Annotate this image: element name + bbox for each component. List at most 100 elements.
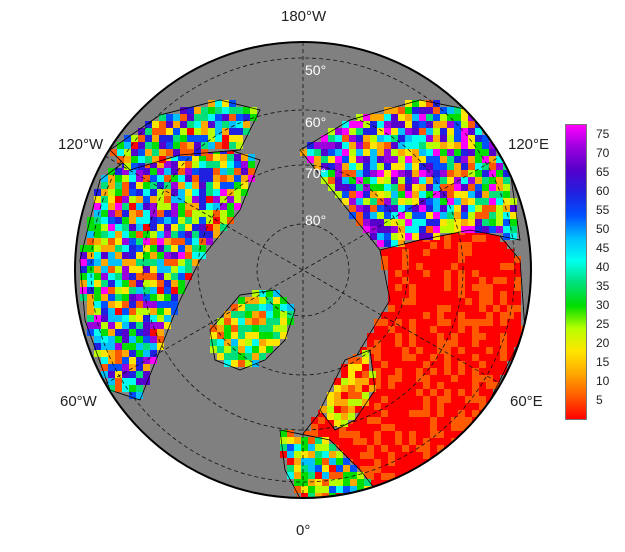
land-cell — [444, 389, 451, 396]
land-cell — [201, 142, 208, 149]
land-cell — [159, 114, 166, 121]
land-cell — [122, 245, 129, 252]
land-cell — [426, 191, 433, 198]
land-cell — [166, 128, 173, 135]
land-cell — [150, 175, 157, 182]
land-cell — [208, 121, 215, 128]
land-cell — [322, 465, 329, 472]
land-cell — [194, 114, 201, 121]
land-cell — [405, 128, 412, 135]
land-cell — [157, 287, 164, 294]
land-cell — [136, 378, 143, 385]
land-cell — [489, 226, 496, 233]
land-cell — [489, 191, 496, 198]
land-cell — [486, 319, 493, 326]
land-cell — [377, 177, 384, 184]
land-cell — [388, 382, 395, 389]
land-cell — [465, 340, 472, 347]
land-cell — [315, 479, 322, 486]
land-cell — [451, 263, 458, 270]
land-cell — [266, 332, 273, 339]
land-cell — [329, 486, 336, 493]
land-cell — [454, 128, 461, 135]
land-cell — [367, 445, 374, 452]
land-cell — [503, 170, 510, 177]
land-cell — [224, 353, 231, 360]
land-cell — [416, 333, 423, 340]
land-cell — [416, 403, 423, 410]
land-cell — [416, 326, 423, 333]
land-cell — [458, 263, 465, 270]
colorbar-tick-65: 65 — [596, 165, 610, 180]
land-cell — [444, 424, 451, 431]
land-cell — [259, 325, 266, 332]
land-outline-alaska — [109, 99, 261, 171]
land-cell — [342, 163, 349, 170]
land-cell — [419, 177, 426, 184]
land-cell — [423, 417, 430, 424]
colorbar-tick-60: 60 — [596, 184, 610, 199]
land-cell — [273, 318, 280, 325]
land-cell — [157, 224, 164, 231]
land-cell — [412, 142, 419, 149]
land-cell — [129, 175, 136, 182]
land-cell — [437, 403, 444, 410]
land-cell — [150, 245, 157, 252]
land-cell — [343, 479, 350, 486]
land-cell — [362, 371, 369, 378]
land-cell — [94, 343, 101, 350]
land-cell — [157, 322, 164, 329]
land-cell — [507, 249, 514, 256]
land-cell — [152, 128, 159, 135]
land-cell — [192, 217, 199, 224]
land-cell — [479, 256, 486, 263]
land-cell — [243, 121, 250, 128]
land-cell — [503, 233, 510, 240]
land-cell — [101, 294, 108, 301]
land-cell — [391, 184, 398, 191]
land-cell — [231, 339, 238, 346]
land-cell — [388, 403, 395, 410]
land-cell — [339, 431, 346, 438]
land-cell — [447, 156, 454, 163]
land-cell — [461, 170, 468, 177]
land-cell — [433, 226, 440, 233]
land-cell — [409, 417, 416, 424]
land-cell — [496, 205, 503, 212]
land-cell — [377, 170, 384, 177]
land-cell — [510, 205, 517, 212]
land-cell — [115, 322, 122, 329]
land-cell — [402, 277, 409, 284]
land-cell — [315, 437, 322, 444]
land-cell — [328, 135, 335, 142]
colorbar-tick-35: 35 — [596, 279, 610, 294]
land-cell — [346, 445, 353, 452]
land-cell — [94, 252, 101, 259]
land-cell — [220, 224, 227, 231]
land-cell — [231, 353, 238, 360]
land-cell — [108, 329, 115, 336]
land-cell — [475, 163, 482, 170]
land-cell — [131, 135, 138, 142]
land-cell — [482, 226, 489, 233]
land-cell — [129, 189, 136, 196]
land-cell — [468, 184, 475, 191]
land-cell — [409, 284, 416, 291]
land-cell — [377, 198, 384, 205]
land-cell — [398, 240, 405, 247]
land-cell — [465, 270, 472, 277]
land-cell — [479, 389, 486, 396]
land-cell — [440, 226, 447, 233]
land-cell — [308, 458, 315, 465]
land-cell — [405, 142, 412, 149]
land-cell — [423, 347, 430, 354]
land-cell — [451, 368, 458, 375]
land-cell — [266, 339, 273, 346]
land-cell — [229, 114, 236, 121]
land-cell — [458, 284, 465, 291]
land-cell — [150, 203, 157, 210]
land-cell — [87, 252, 94, 259]
land-cell — [315, 493, 322, 498]
land-cell — [437, 389, 444, 396]
lat-label-70: 70° — [305, 165, 327, 181]
